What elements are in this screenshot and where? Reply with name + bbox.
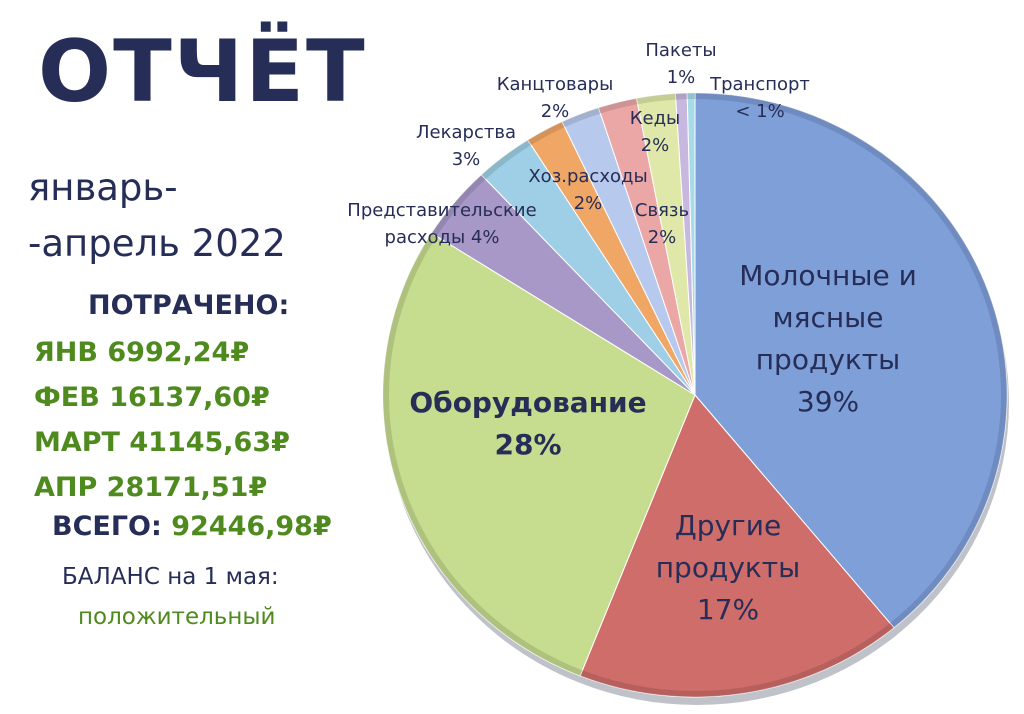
pie-labels: Молочные и мясные продукты 39% Другие продукт…	[347, 40, 917, 626]
pie-slice-edge-3	[431, 174, 486, 237]
pie-slice-edge-7	[598, 98, 638, 114]
pie-slice-edge-5	[527, 121, 565, 146]
pie-label-5: Хоз.расходы 2%	[528, 166, 647, 214]
month-mar: МАРТ 41145,63₽	[34, 427, 290, 458]
total-label: ВСЕГО:	[52, 511, 162, 542]
pie-label-1: Другие продукты 17%	[656, 509, 800, 626]
report-panel: ОТЧЁТ январь- -апрель 2022 ПОТРАЧЕНО: ЯН…	[0, 0, 365, 714]
spent-heading: ПОТРАЧЕНО:	[88, 290, 290, 321]
pie-slice-edge-4	[481, 140, 532, 180]
pie-slice-edge-9	[675, 93, 688, 100]
monthly-spending-list: ЯНВ 6992,24₽ ФЕВ 16137,60₽ МАРТ 41145,63…	[34, 330, 290, 510]
report-period: январь- -апрель 2022	[28, 160, 286, 272]
total-value: 92446,98₽	[171, 511, 332, 542]
pie-label-10: Транспорт < 1%	[709, 74, 810, 122]
pie-slice-edge-10	[687, 93, 695, 100]
period-line-1: январь-	[28, 166, 178, 209]
pie-slices	[382, 92, 1009, 705]
pie-label-6: Канцтовары 2%	[497, 74, 614, 122]
pie-slice-edge-8	[636, 93, 676, 105]
month-feb: ФЕВ 16137,60₽	[34, 382, 270, 413]
period-line-2: -апрель 2022	[28, 222, 286, 265]
pie-label-2: Оборудование 28%	[409, 386, 646, 461]
pie-label-4: Лекарства 3%	[416, 122, 516, 170]
balance-label: БАЛАНС на 1 мая:	[62, 564, 279, 590]
pie-label-9: Пакеты 1%	[645, 40, 716, 88]
total-line: ВСЕГО: 92446,98₽	[52, 511, 332, 542]
month-apr: АПР 28171,51₽	[34, 472, 268, 503]
month-jan: ЯНВ 6992,24₽	[34, 337, 250, 368]
pie-slice-edge-6	[562, 107, 601, 128]
pie-label-0: Молочные и мясные продукты 39%	[739, 259, 917, 418]
balance-value: положительный	[78, 604, 276, 630]
pie-label-3: Представительские расходы 4%	[347, 200, 536, 248]
pie-label-8: Связь 2%	[635, 200, 689, 248]
pie-label-7: Кеды 2%	[630, 108, 681, 156]
report-title: ОТЧЁТ	[38, 22, 367, 122]
